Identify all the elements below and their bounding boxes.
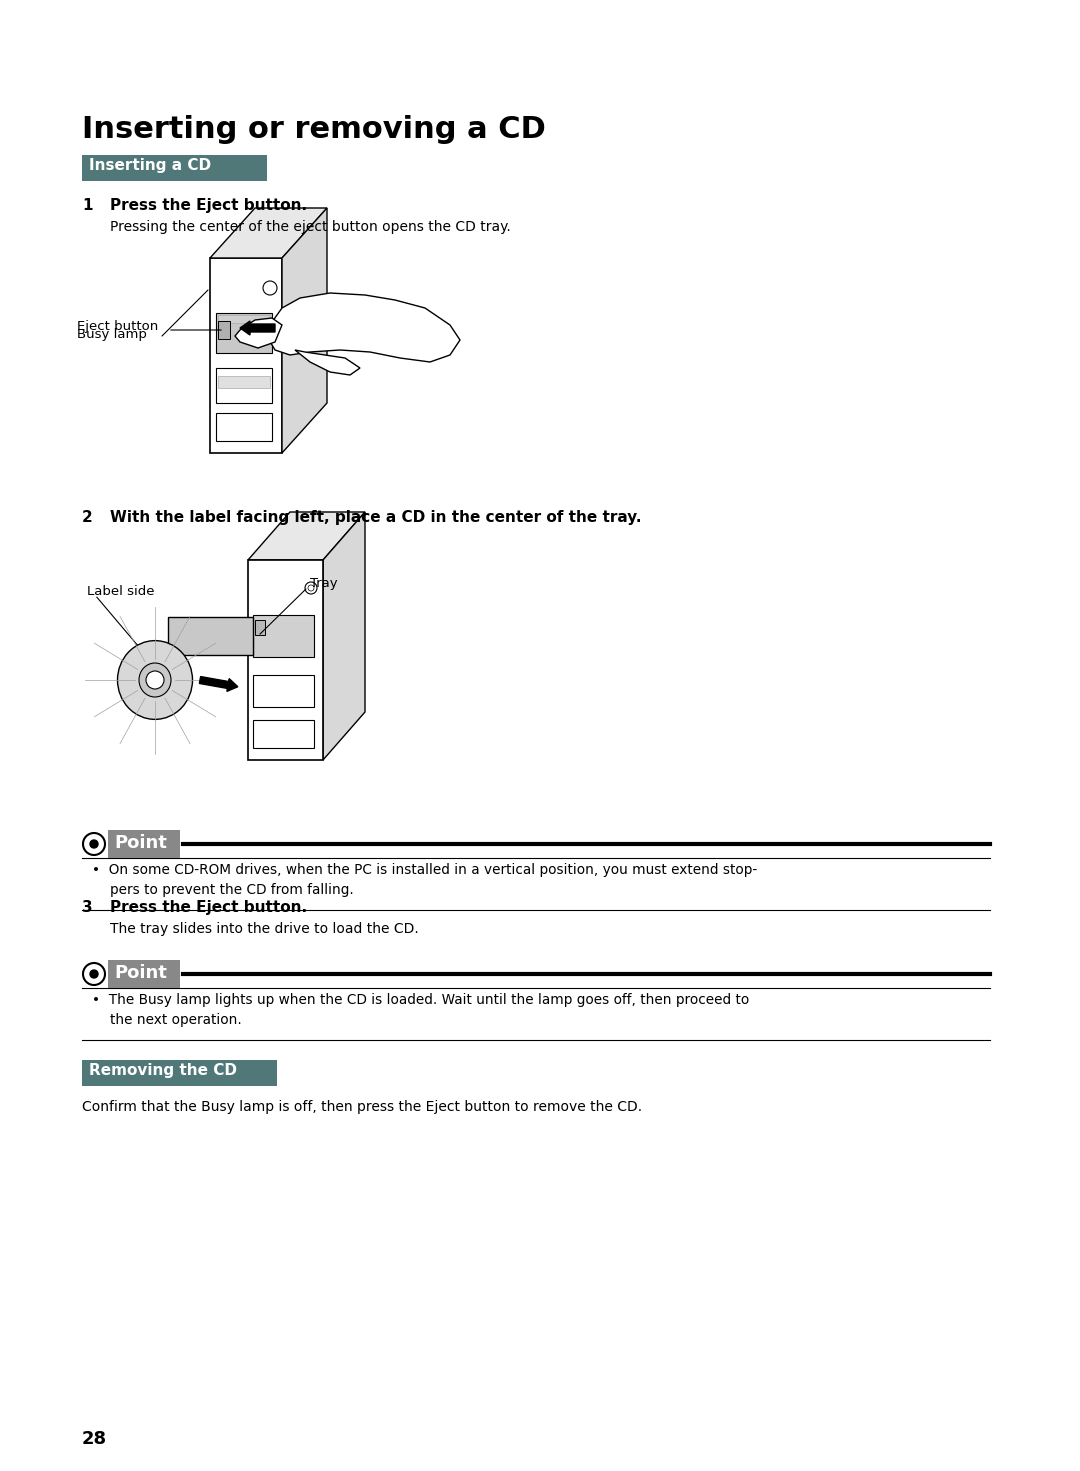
Text: Tray: Tray — [310, 577, 338, 590]
Bar — [82, 1061, 276, 1086]
Text: Eject button: Eject button — [77, 319, 159, 332]
Bar — [253, 719, 314, 747]
Polygon shape — [323, 512, 365, 761]
Bar — [108, 830, 180, 858]
Text: the next operation.: the next operation. — [110, 1014, 242, 1027]
Polygon shape — [268, 293, 460, 362]
Text: Busy lamp: Busy lamp — [77, 328, 147, 340]
Polygon shape — [235, 318, 282, 349]
Text: Press the Eject button.: Press the Eject button. — [110, 199, 307, 213]
Text: Point: Point — [114, 964, 167, 983]
Polygon shape — [282, 207, 327, 453]
Bar — [216, 413, 272, 441]
Circle shape — [308, 585, 314, 591]
FancyArrow shape — [200, 677, 238, 691]
Bar — [216, 313, 272, 353]
Bar — [253, 675, 314, 708]
FancyArrow shape — [240, 321, 275, 335]
Text: Pressing the center of the eject button opens the CD tray.: Pressing the center of the eject button … — [110, 221, 511, 234]
Polygon shape — [210, 207, 327, 257]
Circle shape — [264, 281, 276, 296]
Text: 1: 1 — [82, 199, 93, 213]
Polygon shape — [295, 350, 360, 375]
Text: •  The Busy lamp lights up when the CD is loaded. Wait until the lamp goes off, : • The Busy lamp lights up when the CD is… — [92, 993, 750, 1008]
Circle shape — [83, 833, 105, 855]
Text: •  On some CD-ROM drives, when the PC is installed in a vertical position, you m: • On some CD-ROM drives, when the PC is … — [92, 863, 757, 877]
Bar — [255, 619, 265, 635]
Bar — [218, 377, 270, 388]
Text: Label side: Label side — [87, 584, 154, 597]
Bar — [253, 615, 314, 658]
Bar — [168, 616, 253, 655]
Text: Removing the CD: Removing the CD — [89, 1064, 237, 1078]
Bar — [82, 154, 267, 181]
Text: 3: 3 — [82, 900, 93, 915]
Bar — [248, 560, 323, 761]
Text: With the label facing left, place a CD in the center of the tray.: With the label facing left, place a CD i… — [110, 510, 642, 525]
Text: Inserting or removing a CD: Inserting or removing a CD — [82, 115, 545, 144]
Ellipse shape — [118, 641, 192, 719]
Text: Confirm that the Busy lamp is off, then press the Eject button to remove the CD.: Confirm that the Busy lamp is off, then … — [82, 1100, 643, 1114]
Polygon shape — [248, 512, 365, 560]
Circle shape — [146, 671, 164, 688]
Bar — [108, 961, 180, 989]
Text: The tray slides into the drive to load the CD.: The tray slides into the drive to load t… — [110, 922, 419, 936]
Text: pers to prevent the CD from falling.: pers to prevent the CD from falling. — [110, 883, 354, 897]
Circle shape — [83, 964, 105, 986]
Text: Point: Point — [114, 834, 167, 852]
Bar — [210, 257, 282, 453]
Circle shape — [90, 840, 98, 847]
Text: 28: 28 — [82, 1430, 107, 1447]
Bar — [216, 368, 272, 403]
Text: Inserting a CD: Inserting a CD — [89, 157, 211, 174]
Bar — [218, 315, 270, 324]
Circle shape — [90, 969, 98, 978]
Text: 2: 2 — [82, 510, 93, 525]
Text: Press the Eject button.: Press the Eject button. — [110, 900, 307, 915]
Circle shape — [305, 583, 318, 594]
Bar — [218, 321, 230, 338]
Ellipse shape — [139, 663, 171, 697]
